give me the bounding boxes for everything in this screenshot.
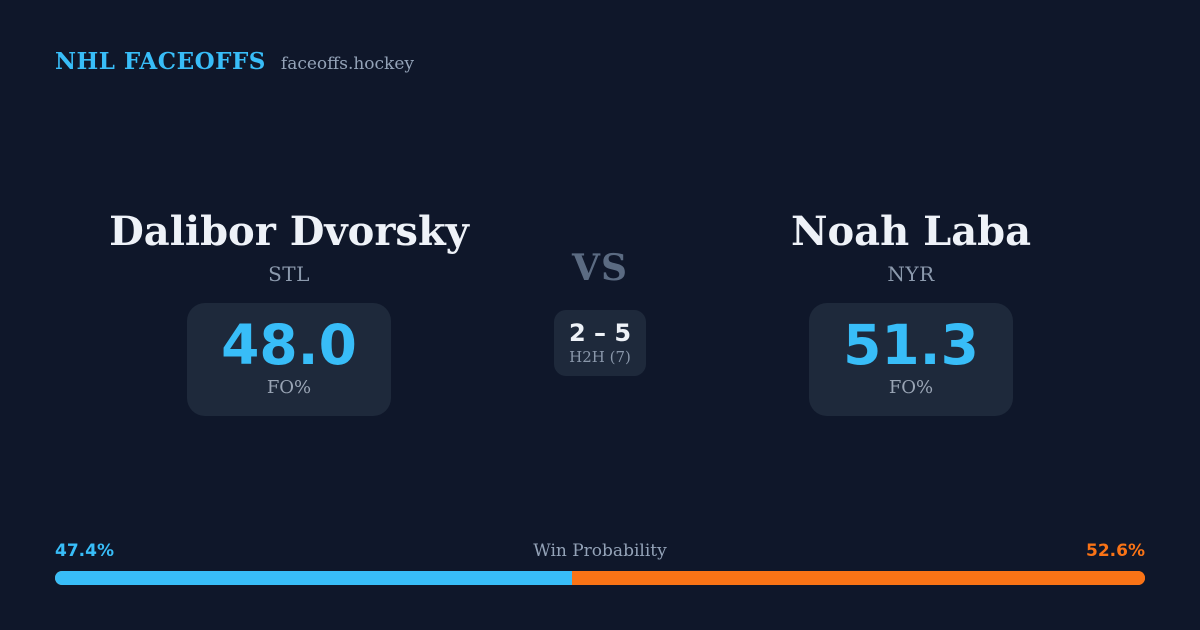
win-probability-title: Win Probability	[533, 541, 667, 561]
h2h-card: 2 – 5 H2H (7)	[554, 310, 646, 376]
win-probability-section: 47.4% Win Probability 52.6%	[55, 541, 1145, 585]
site-url: faceoffs.hockey	[280, 54, 415, 74]
center-column: VS 2 – 5 H2H (7)	[500, 250, 700, 376]
player-right-column: Noah Laba NYR 51.3 FO%	[721, 210, 1101, 416]
player-right-name: Noah Laba	[790, 208, 1032, 255]
player-right-stat-card: 51.3 FO%	[809, 303, 1013, 416]
header: NHL FACEOFFS faceoffs.hockey	[55, 48, 414, 75]
win-probability-labels: 47.4% Win Probability 52.6%	[55, 541, 1145, 561]
player-left-name: Dalibor Dvorsky	[109, 208, 469, 255]
vs-label: VS	[572, 247, 628, 289]
player-right-team: NYR	[887, 262, 935, 286]
h2h-label: H2H (7)	[569, 347, 631, 366]
win-probability-left-pct: 47.4%	[55, 541, 114, 561]
win-probability-right-pct: 52.6%	[1086, 541, 1145, 561]
player-right-stat-label: FO%	[888, 376, 934, 398]
player-right-stat-value: 51.3	[843, 313, 979, 377]
win-probability-bar-right-segment	[571, 571, 1145, 585]
brand-title: NHL FACEOFFS	[55, 48, 266, 75]
win-probability-bar	[55, 571, 1145, 585]
player-left-team: STL	[268, 262, 310, 286]
player-left-column: Dalibor Dvorsky STL 48.0 FO%	[99, 210, 479, 416]
player-left-stat-label: FO%	[266, 376, 312, 398]
player-left-stat-value: 48.0	[221, 313, 357, 377]
player-left-stat-card: 48.0 FO%	[187, 303, 391, 416]
win-probability-bar-left-segment	[55, 571, 572, 585]
h2h-score: 2 – 5	[568, 319, 632, 348]
